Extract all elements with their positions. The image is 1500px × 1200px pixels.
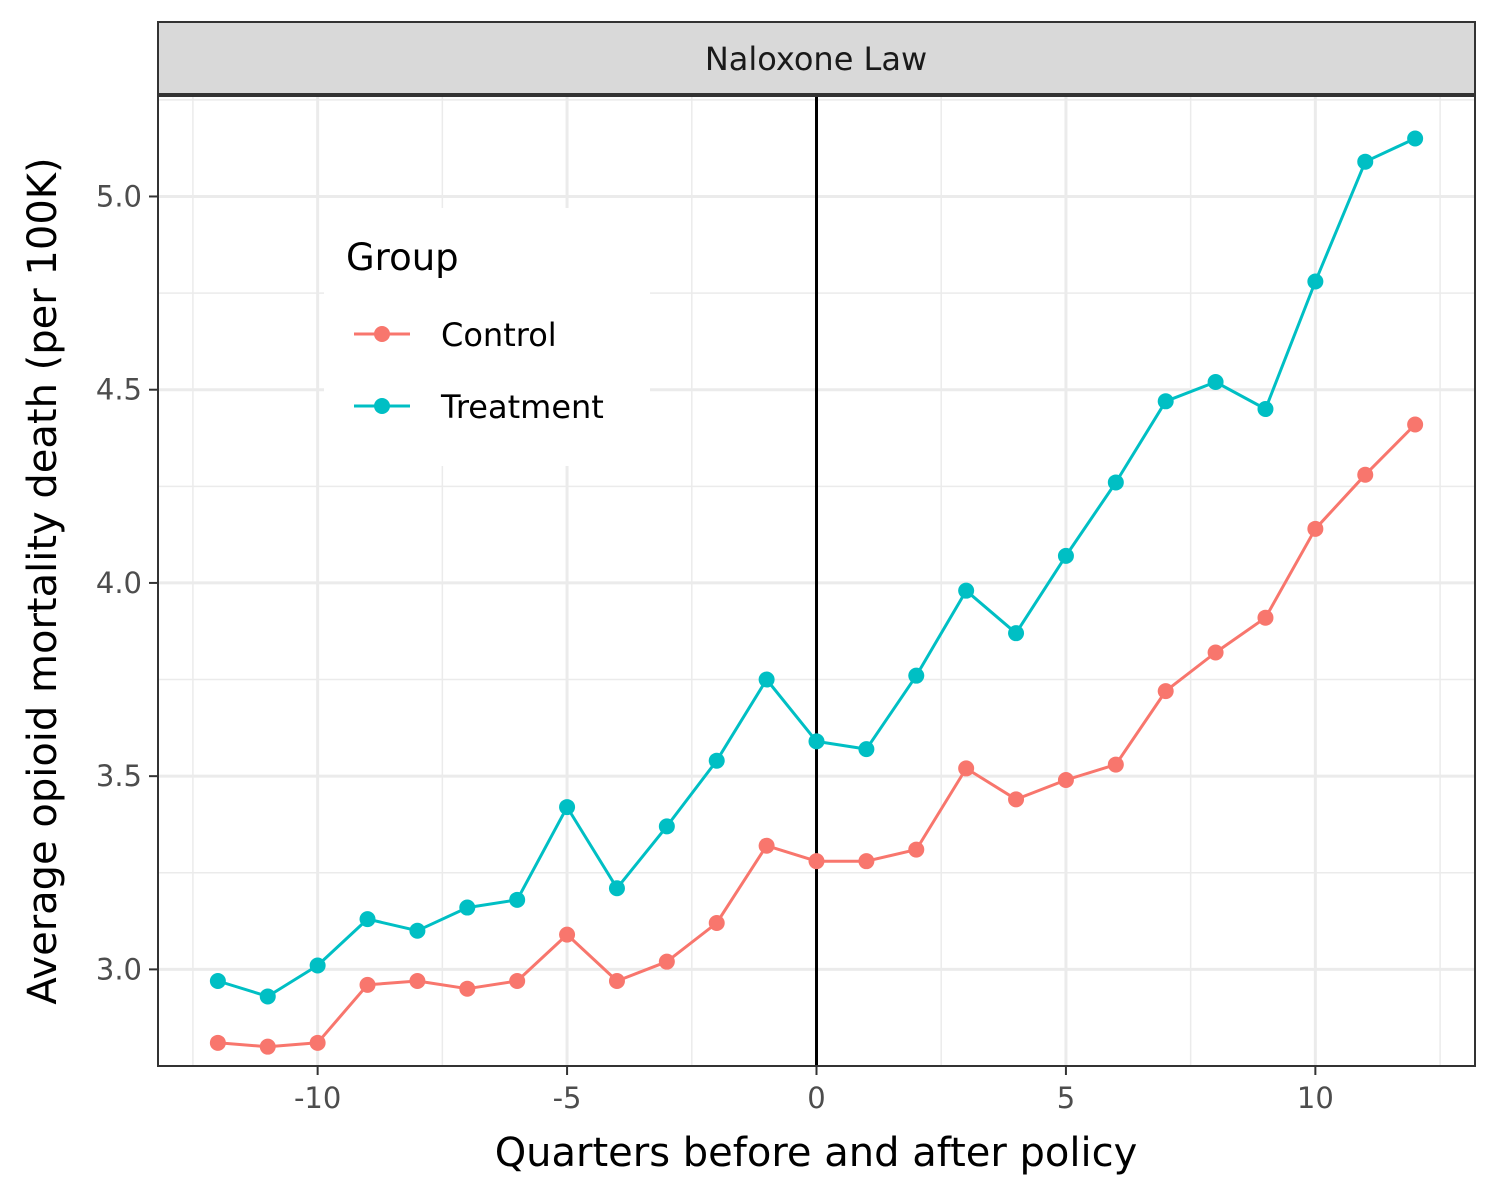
control-point xyxy=(1257,609,1274,626)
series-control xyxy=(209,416,1424,1055)
y-tick-label: 4.0 xyxy=(96,566,142,600)
legend-label: Treatment xyxy=(440,388,604,426)
treatment-point xyxy=(359,911,376,928)
control-point xyxy=(1057,772,1074,789)
treatment-point xyxy=(509,891,526,908)
treatment-point xyxy=(1157,393,1174,410)
control-point xyxy=(459,980,476,997)
control-point xyxy=(559,926,576,943)
treatment-point xyxy=(608,880,625,897)
x-tick-label: -5 xyxy=(553,1081,582,1115)
control-point xyxy=(1357,466,1374,483)
x-axis-title: Quarters before and after policy xyxy=(495,1130,1138,1176)
treatment-point xyxy=(209,972,226,989)
treatment-point xyxy=(1057,547,1074,564)
control-point xyxy=(259,1038,276,1055)
treatment-point xyxy=(708,752,725,769)
treatment-point xyxy=(808,733,825,750)
treatment-point xyxy=(758,671,775,688)
control-point xyxy=(958,760,975,777)
control-point xyxy=(1407,416,1424,433)
facet-label: Naloxone Law xyxy=(705,40,927,78)
control-point xyxy=(758,837,775,854)
y-tick-label: 5.0 xyxy=(96,179,142,213)
y-axis-title: Average opioid mortality death (per 100K… xyxy=(20,157,66,1004)
control-point xyxy=(209,1034,226,1051)
treatment-point xyxy=(1357,153,1374,170)
treatment-point xyxy=(1257,401,1274,418)
y-tick-label: 4.5 xyxy=(96,373,142,407)
series-layer xyxy=(209,130,1424,1055)
facet-strip xyxy=(157,21,1476,95)
control-point xyxy=(858,853,875,870)
legend-title: Group xyxy=(346,236,459,279)
legend-items: Control Treatment xyxy=(354,316,604,426)
treatment-point xyxy=(1307,273,1324,290)
legend-item-treatment: Treatment xyxy=(354,388,604,426)
control-point xyxy=(1157,683,1174,700)
x-axis: -10 -5 0 5 10 xyxy=(294,1066,1334,1115)
legend: Group Control Treatment xyxy=(324,208,650,466)
treatment-point xyxy=(559,799,576,816)
control-point xyxy=(708,915,725,932)
legend-key-point xyxy=(374,326,390,342)
x-tick-label: 0 xyxy=(807,1081,825,1115)
treatment-point xyxy=(309,957,326,974)
control-point xyxy=(359,976,376,993)
y-tick-label: 3.5 xyxy=(96,759,142,793)
control-point xyxy=(908,841,925,858)
treatment-point xyxy=(259,988,276,1005)
treatment-point xyxy=(1008,625,1025,642)
control-point xyxy=(608,972,625,989)
control-point xyxy=(1207,644,1224,661)
treatment-point xyxy=(459,899,476,916)
control-point xyxy=(409,972,426,989)
x-tick-label: 10 xyxy=(1297,1081,1334,1115)
treatment-point xyxy=(409,922,426,939)
x-tick-label: -10 xyxy=(294,1081,341,1115)
control-point xyxy=(509,972,526,989)
treatment-point xyxy=(858,741,875,758)
treatment-point xyxy=(658,818,675,835)
control-point xyxy=(658,953,675,970)
y-tick-label: 3.0 xyxy=(96,952,142,986)
treatment-point xyxy=(1207,373,1224,390)
control-point xyxy=(1107,756,1124,773)
x-tick-label: 5 xyxy=(1057,1081,1075,1115)
legend-label: Control xyxy=(441,316,557,354)
control-point xyxy=(1307,520,1324,537)
treatment-point xyxy=(1107,474,1124,491)
control-point xyxy=(1008,791,1025,808)
legend-key-point xyxy=(374,398,390,414)
series-treatment xyxy=(209,130,1424,1005)
treatment-point xyxy=(958,582,975,599)
control-point xyxy=(309,1034,326,1051)
control-point xyxy=(808,853,825,870)
legend-item-control: Control xyxy=(354,316,557,354)
y-axis: 3.0 3.5 4.0 4.5 5.0 xyxy=(96,179,158,986)
treatment-point xyxy=(1407,130,1424,147)
treatment-point xyxy=(908,667,925,684)
